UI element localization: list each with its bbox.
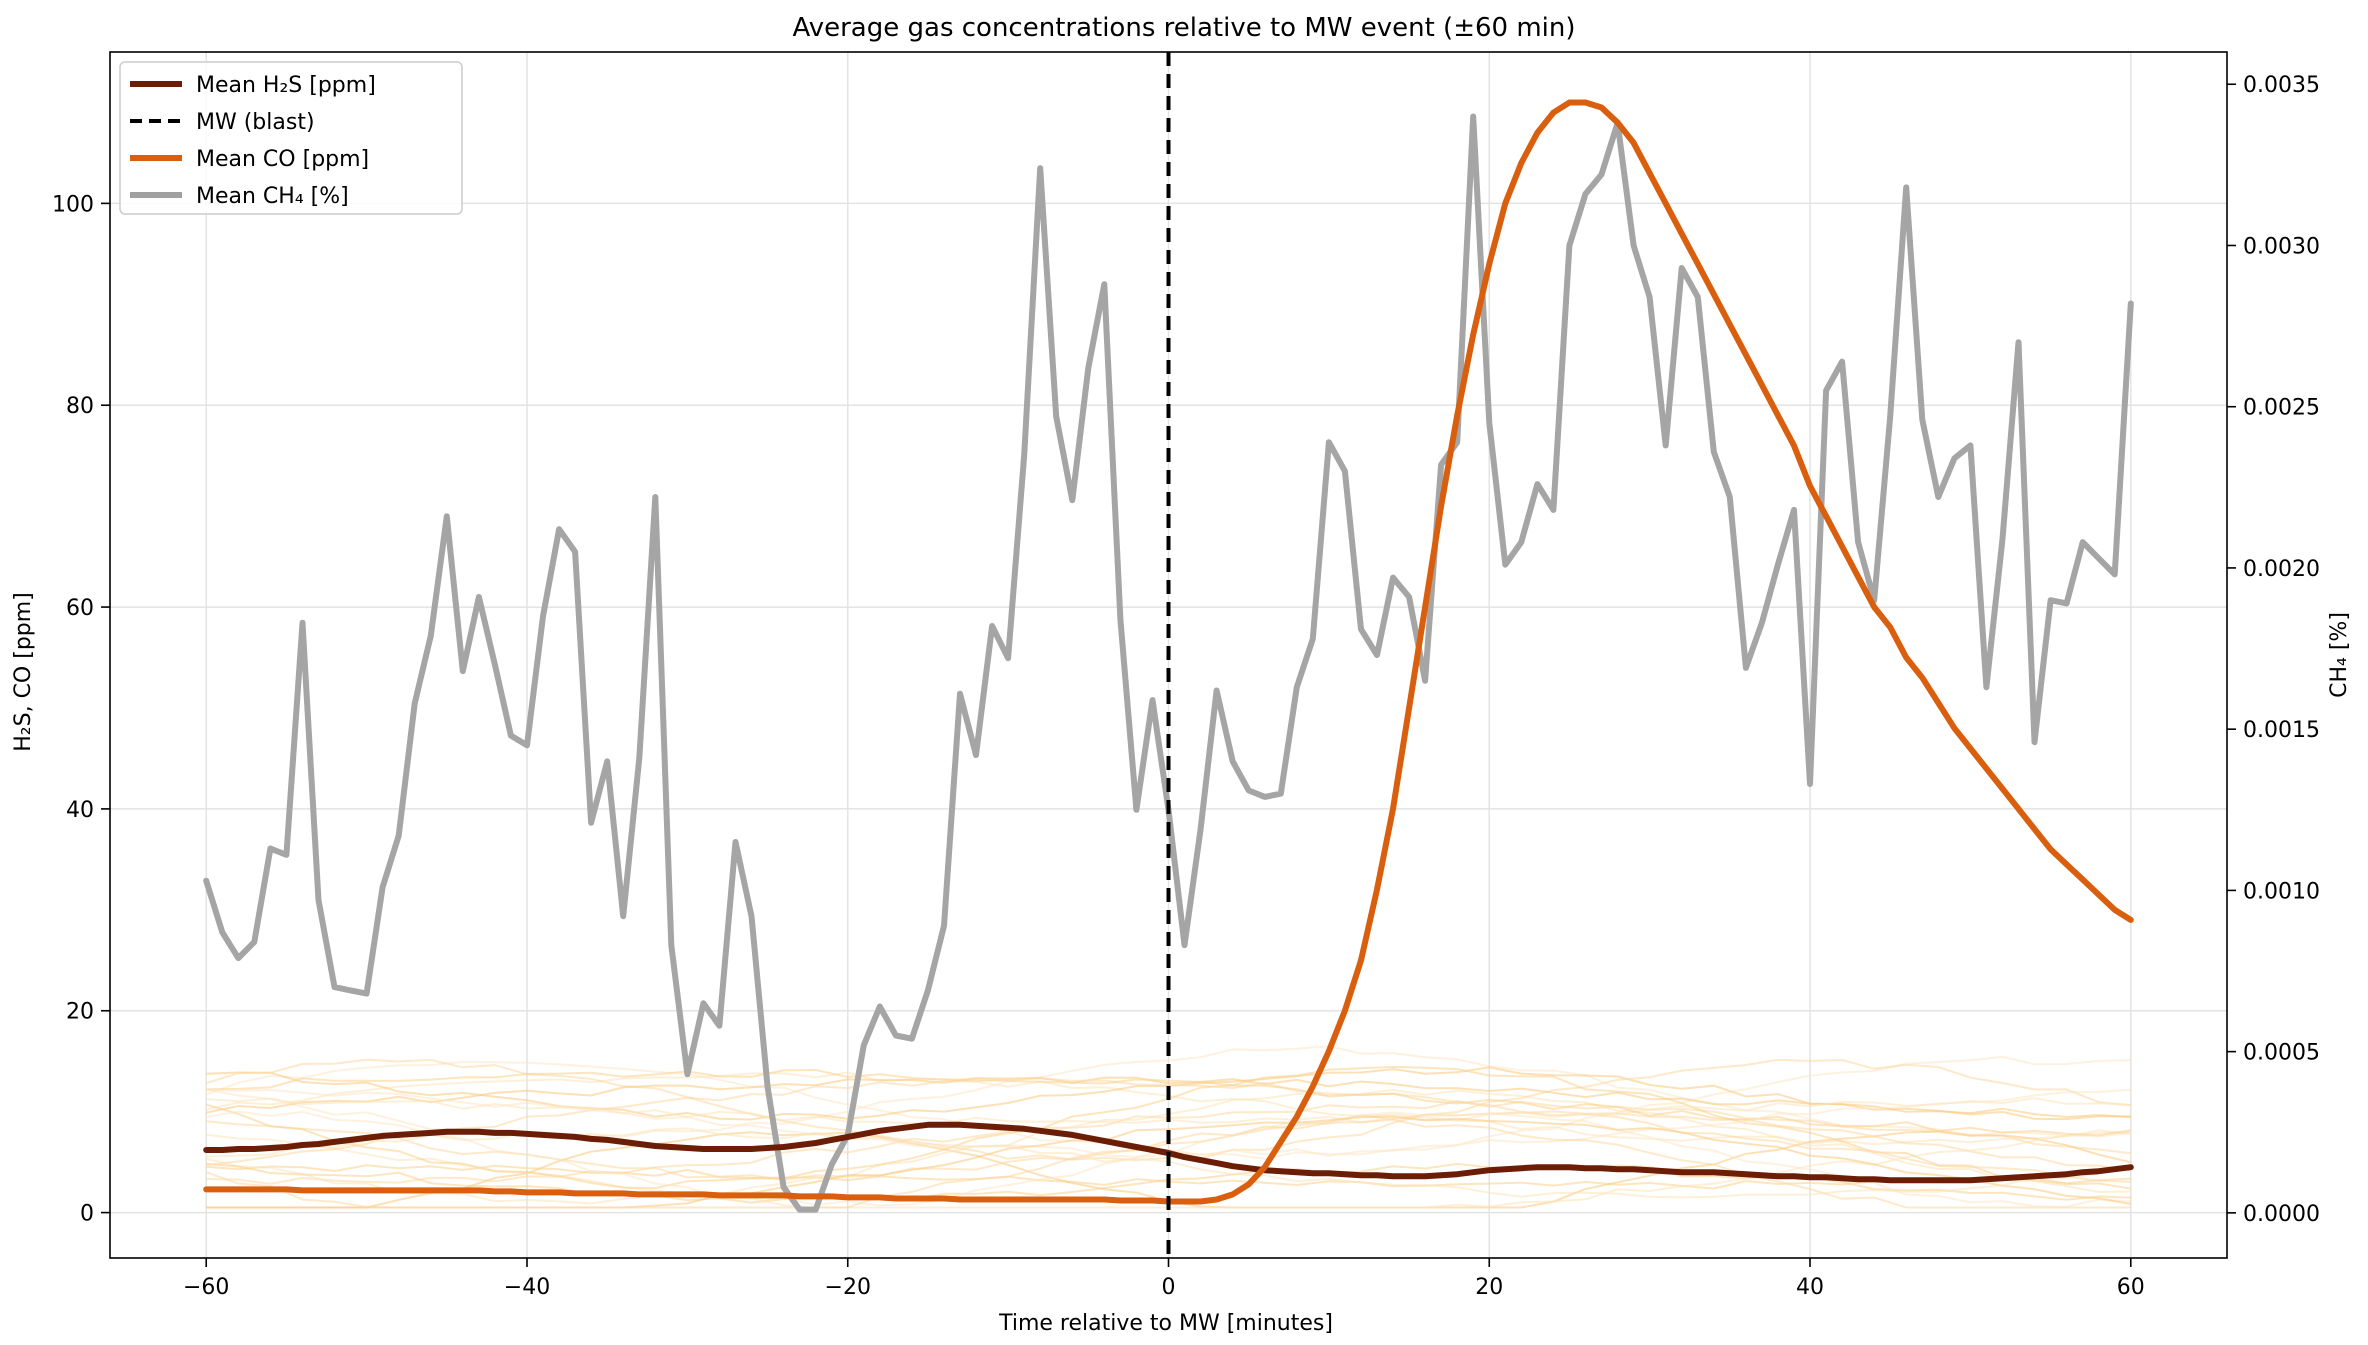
- y-tick-label: 100: [52, 192, 94, 217]
- y-tick-label: 20: [66, 1000, 94, 1025]
- x-tick-label: 0: [1162, 1275, 1176, 1300]
- background-trace: [206, 1077, 2131, 1183]
- background-trace: [206, 1088, 2131, 1158]
- x-axis-ticks: −60 −40 −20 0 20 40 60: [183, 1258, 2145, 1300]
- y-tick-label: 60: [66, 596, 94, 621]
- y2-axis-ticks: 0.0000 0.0005 0.0010 0.0015 0.0020 0.0025 0.00…: [2227, 73, 2320, 1227]
- legend-label: Mean CO [ppm]: [196, 147, 369, 172]
- legend-label: Mean CH₄ [%]: [196, 184, 349, 209]
- y2-tick-label: 0.0010: [2243, 879, 2320, 904]
- y-tick-label: 0: [80, 1202, 94, 1227]
- y-axis-label: H₂S, CO [ppm]: [11, 592, 36, 752]
- x-tick-label: −20: [825, 1275, 871, 1300]
- y2-tick-label: 0.0025: [2243, 396, 2320, 421]
- y2-tick-label: 0.0005: [2243, 1041, 2320, 1066]
- y2-axis-label: CH₄ [%]: [2327, 612, 2352, 698]
- legend-label: Mean H₂S [ppm]: [196, 73, 376, 98]
- background-trace: [205, 1076, 2131, 1119]
- y2-tick-label: 0.0020: [2243, 557, 2320, 582]
- legend: Mean H₂S [ppm] MW (blast) Mean CO [ppm] Mea…: [119, 61, 463, 215]
- legend-label: MW (blast): [196, 110, 315, 135]
- y-axis-ticks: 0 20 40 60 80 100: [52, 192, 110, 1227]
- x-tick-label: 20: [1475, 1275, 1503, 1300]
- x-tick-label: −40: [504, 1275, 550, 1300]
- y2-tick-label: 0.0030: [2243, 234, 2320, 259]
- x-axis-label: Time relative to MW [minutes]: [998, 1311, 1333, 1336]
- y2-tick-label: 0.0000: [2243, 1202, 2320, 1227]
- x-tick-label: 60: [2117, 1275, 2145, 1300]
- x-tick-label: 40: [1796, 1275, 1824, 1300]
- legend-box: [119, 61, 463, 215]
- x-tick-label: −60: [183, 1275, 229, 1300]
- background-trace: [206, 1068, 2131, 1137]
- y-tick-label: 80: [66, 394, 94, 419]
- y2-tick-label: 0.0015: [2243, 718, 2320, 743]
- chart-title: Average gas concentrations relative to M…: [792, 13, 1575, 43]
- y-tick-label: 40: [66, 798, 94, 823]
- y2-tick-label: 0.0035: [2243, 73, 2320, 98]
